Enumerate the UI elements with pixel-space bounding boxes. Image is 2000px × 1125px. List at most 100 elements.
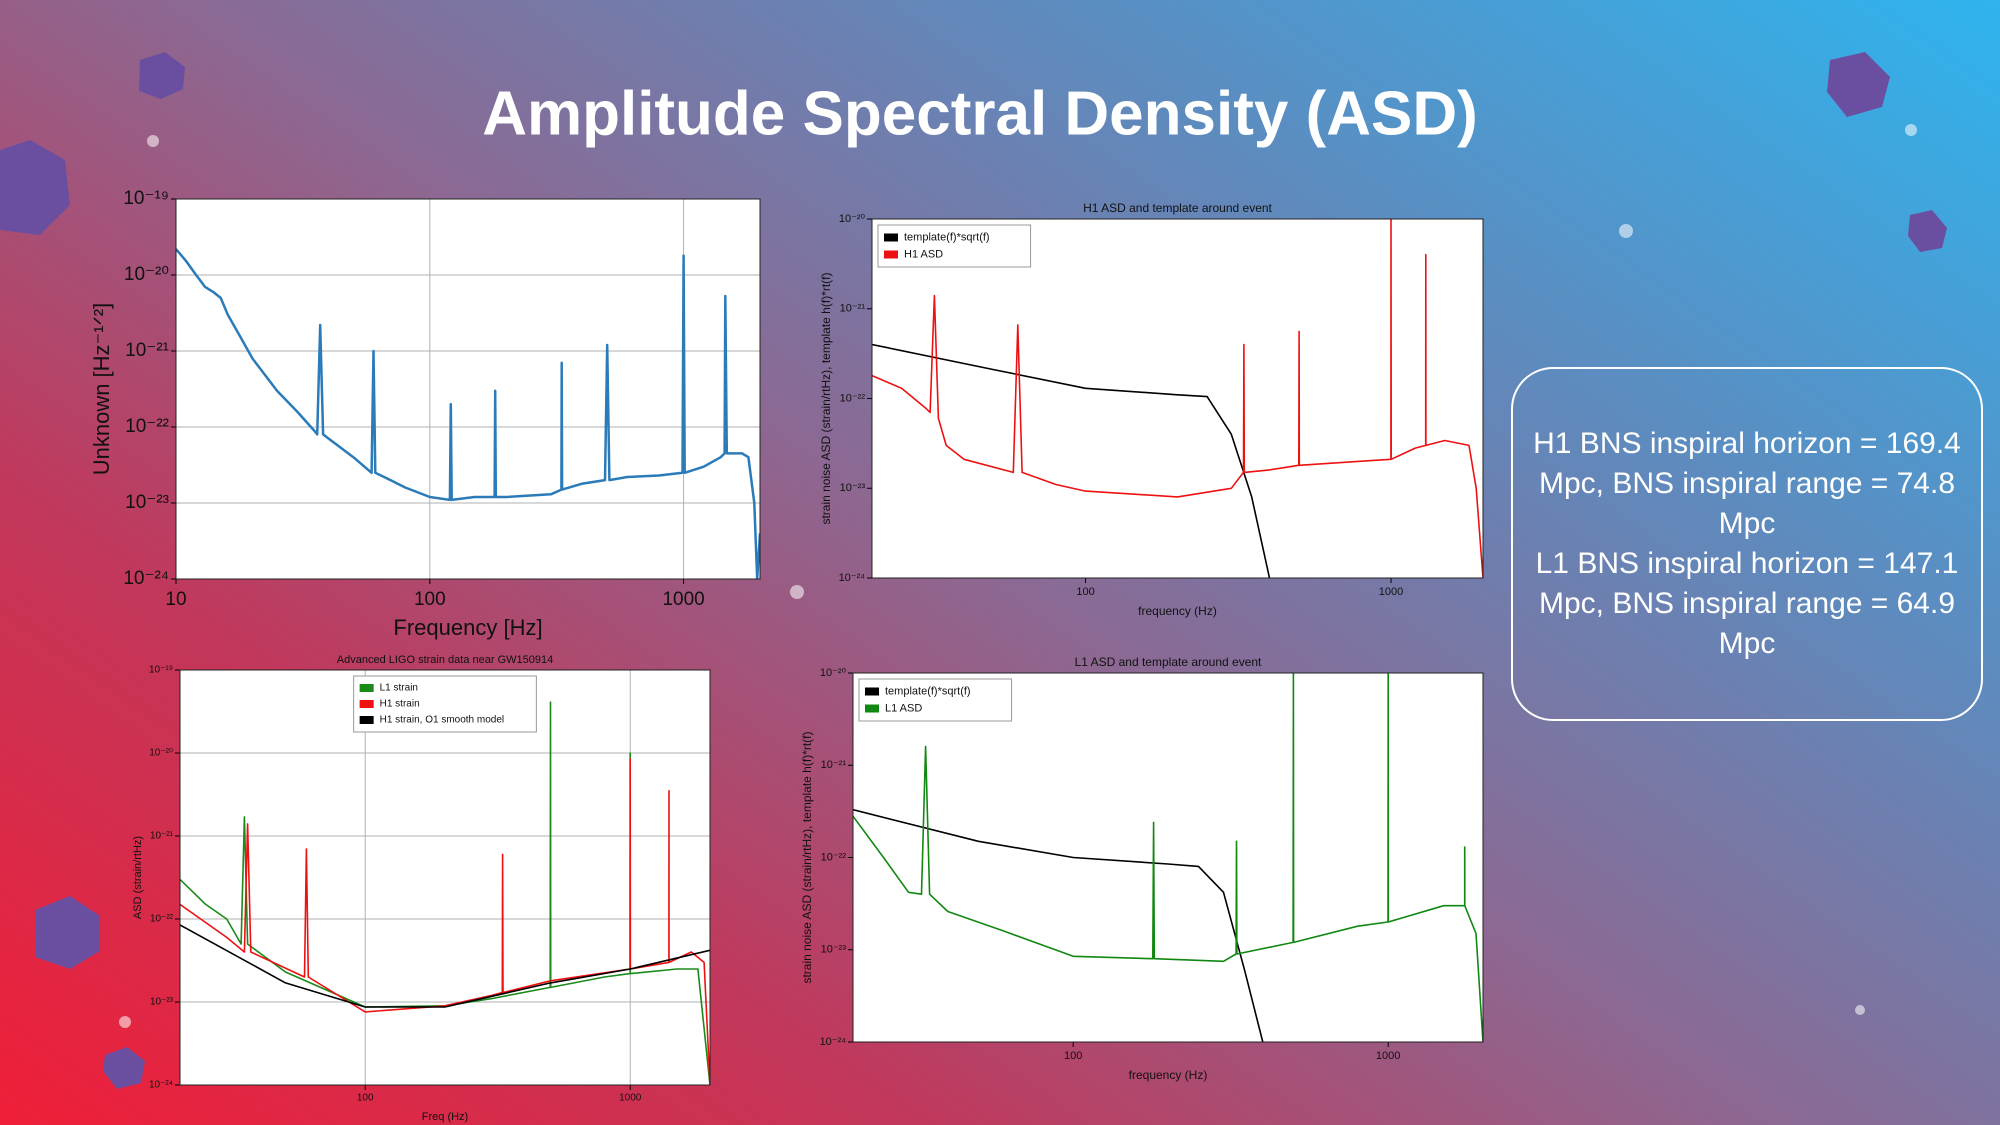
x-tick-label: 1000 xyxy=(1376,1050,1400,1062)
data-layer xyxy=(853,673,1483,1042)
legend-box xyxy=(353,675,537,733)
legend-swatch xyxy=(884,250,898,259)
x-tick-label: 100 xyxy=(1076,586,1094,598)
x-axis-label: frequency (Hz) xyxy=(1138,604,1217,618)
y-tick-label: 10⁻²³ xyxy=(150,997,174,1008)
legend-box xyxy=(877,224,1032,268)
legend-swatch xyxy=(359,716,374,724)
legend-label: template(f)*sqrt(f) xyxy=(904,231,990,243)
legend-swatch xyxy=(865,704,879,713)
y-tick-label: 10⁻²¹ xyxy=(821,759,847,771)
y-tick-label: 10⁻²⁰ xyxy=(820,667,847,679)
y-tick-label: 10⁻²¹ xyxy=(125,340,169,361)
series-line xyxy=(180,924,710,1008)
y-tick-label: 10⁻²¹ xyxy=(150,831,174,842)
y-tick-label: 10⁻²⁰ xyxy=(149,748,173,759)
legend-swatch xyxy=(359,684,374,692)
series-line xyxy=(176,248,760,579)
slide-title: Amplitude Spectral Density (ASD) xyxy=(482,79,1478,148)
y-tick-label: 10⁻²¹ xyxy=(840,303,866,315)
legend-label: H1 strain, O1 smooth model xyxy=(380,715,505,726)
legend-label: L1 ASD xyxy=(885,702,922,714)
asteroid xyxy=(0,140,70,235)
chart: 10⁻²⁴ 10⁻²³ 10⁻²² 10⁻²¹ 10⁻²⁰ 100 1000 H1 ASD a… xyxy=(819,201,1484,618)
x-tick-label: 1000 xyxy=(1379,586,1403,598)
x-tick-label: 1000 xyxy=(619,1093,642,1104)
y-tick-label: 10⁻²² xyxy=(125,416,169,437)
y-tick-label: 10⁻²² xyxy=(821,851,847,863)
star xyxy=(1855,1005,1865,1015)
plot-area xyxy=(853,673,1483,1042)
plot-frame xyxy=(179,669,711,1086)
legend-swatch xyxy=(884,233,898,242)
x-axis-label: Freq (Hz) xyxy=(422,1111,468,1123)
y-tick-label: 10⁻²⁰ xyxy=(124,264,169,285)
y-axis-label: strain noise ASD (strain/rtHz), template… xyxy=(819,272,833,524)
legend-label: template(f)*sqrt(f) xyxy=(885,685,971,697)
y-tick-label: 10⁻²⁰ xyxy=(839,213,866,225)
star xyxy=(790,585,804,599)
data-layer xyxy=(176,248,760,579)
y-axis-label: ASD (strain/rtHz) xyxy=(132,836,144,919)
legend-swatch xyxy=(865,687,879,696)
legend-label: H1 strain xyxy=(380,699,420,710)
star xyxy=(1905,124,1917,136)
decorations xyxy=(0,52,1947,1089)
x-tick-label: 1000 xyxy=(662,589,704,610)
series-line xyxy=(872,219,1483,578)
y-tick-label: 10⁻²³ xyxy=(821,944,847,956)
legend-box xyxy=(858,678,1013,722)
plot-area xyxy=(872,219,1483,578)
y-tick-label: 10⁻²² xyxy=(840,392,866,404)
star xyxy=(147,135,159,147)
y-tick-label: 10⁻²² xyxy=(150,914,174,925)
asteroid xyxy=(139,52,185,99)
info-box: H1 BNS inspiral horizon = 169.4 Mpc, BNS… xyxy=(1511,367,1983,721)
y-tick-label: 10⁻²⁴ xyxy=(839,572,866,584)
info-line: L1 BNS inspiral horizon = 147.1 Mpc, BNS… xyxy=(1535,547,1959,660)
y-axis-label: Unknown [Hz⁻¹ᐟ²] xyxy=(89,303,114,476)
x-tick-label: 10 xyxy=(165,589,186,610)
y-tick-label: 10⁻²⁴ xyxy=(820,1036,847,1048)
plot-area xyxy=(176,199,760,579)
asteroid xyxy=(1908,210,1947,252)
data-layer xyxy=(872,219,1483,578)
plot-frame xyxy=(175,198,761,580)
y-tick-label: 10⁻²⁴ xyxy=(123,568,169,589)
y-tick-label: 10⁻¹⁹ xyxy=(149,665,173,676)
asteroid xyxy=(1827,52,1890,117)
chart: 10⁻²⁴ 10⁻²³ 10⁻²² 10⁻²¹ 10⁻²⁰ 10⁻¹⁹ 100 1000 Adv… xyxy=(132,654,711,1123)
x-tick-label: 100 xyxy=(357,1093,374,1104)
star xyxy=(1619,224,1633,238)
series-line xyxy=(872,343,1271,578)
series-line xyxy=(853,673,1483,1042)
legend-label: H1 ASD xyxy=(904,248,943,260)
series-line xyxy=(853,808,1264,1042)
chart-title: L1 ASD and template around event xyxy=(1075,655,1262,669)
data-layer xyxy=(180,701,710,1085)
series-line xyxy=(180,758,710,1085)
asteroid xyxy=(103,1047,145,1089)
y-tick-label: 10⁻²⁴ xyxy=(149,1080,173,1091)
y-tick-label: 10⁻²³ xyxy=(840,482,866,494)
plot-area xyxy=(180,670,710,1085)
chart-title: H1 ASD and template around event xyxy=(1083,201,1272,215)
legend-swatch xyxy=(359,700,374,708)
chart: 10⁻²⁴ 10⁻²³ 10⁻²² 10⁻²¹ 10⁻²⁰ 10⁻¹⁹ 10 100 1000 F… xyxy=(89,188,761,640)
x-tick-label: 100 xyxy=(1064,1050,1082,1062)
y-tick-label: 10⁻²³ xyxy=(125,492,169,513)
plot-frame xyxy=(871,218,1484,579)
info-line: H1 BNS inspiral horizon = 169.4 Mpc, BNS… xyxy=(1533,427,1961,540)
legend-label: L1 strain xyxy=(380,683,418,694)
chart: 10⁻²⁴ 10⁻²³ 10⁻²² 10⁻²¹ 10⁻²⁰ 100 1000 L1 ASD a… xyxy=(800,655,1484,1082)
chart-title: Advanced LIGO strain data near GW150914 xyxy=(337,654,553,666)
x-tick-label: 100 xyxy=(414,589,446,610)
x-axis-label: Frequency [Hz] xyxy=(393,615,542,640)
y-tick-label: 10⁻¹⁹ xyxy=(123,188,169,209)
y-axis-label: strain noise ASD (strain/rtHz), template… xyxy=(800,731,814,983)
star xyxy=(119,1016,131,1028)
stars xyxy=(119,124,1917,1028)
x-axis-label: frequency (Hz) xyxy=(1129,1068,1208,1082)
